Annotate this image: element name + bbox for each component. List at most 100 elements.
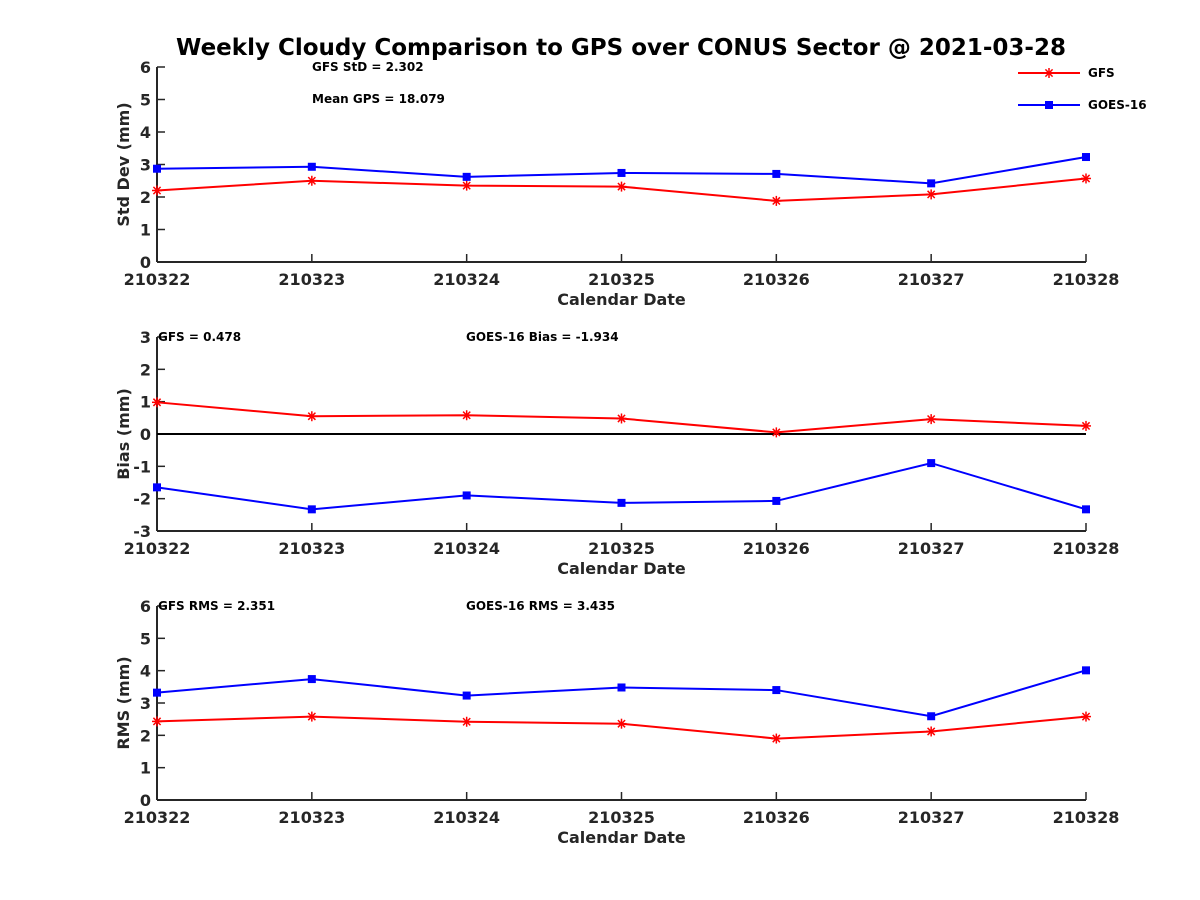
stat-annotation: GFS = 0.478 <box>158 330 241 344</box>
data-point-goes-16 <box>462 691 471 700</box>
stat-annotation: GFS StD = 2.302 <box>312 60 424 74</box>
data-point-goes-16 <box>153 688 161 697</box>
series-goes-16 <box>153 459 1090 514</box>
data-point-gfs <box>771 427 782 438</box>
data-point-gfs <box>152 716 162 727</box>
data-point-goes-16 <box>617 498 626 507</box>
legend-item-gfs: GFS <box>1018 66 1115 80</box>
data-point-gfs <box>771 195 782 206</box>
y-tick-label: 0 <box>140 253 151 272</box>
x-tick-label: 210327 <box>898 270 965 289</box>
data-point-gfs <box>771 733 782 744</box>
x-axis-label: Calendar Date <box>557 828 686 847</box>
y-tick-label: 4 <box>140 662 151 681</box>
figure-title: Weekly Cloudy Comparison to GPS over CON… <box>176 35 1066 61</box>
data-point-goes-16 <box>307 505 316 514</box>
data-point-goes-16 <box>927 712 936 721</box>
data-point-gfs <box>306 175 317 186</box>
series-gfs <box>152 173 1091 206</box>
x-tick-label: 210324 <box>433 270 500 289</box>
y-axis-label: Bias (mm) <box>114 388 133 480</box>
data-point-gfs <box>152 397 162 408</box>
data-point-goes-16 <box>617 168 626 177</box>
y-tick-label: 0 <box>140 425 151 444</box>
data-point-gfs <box>306 411 317 422</box>
data-point-goes-16 <box>772 496 781 505</box>
x-tick-label: 210327 <box>898 808 965 827</box>
x-tick-label: 210325 <box>588 808 655 827</box>
y-tick-label: 1 <box>140 759 151 778</box>
x-tick-label: 210328 <box>1053 539 1120 558</box>
x-axis-label: Calendar Date <box>557 290 686 309</box>
data-point-gfs <box>1081 420 1091 431</box>
y-tick-label: -2 <box>133 490 151 509</box>
data-point-gfs <box>616 718 627 729</box>
y-tick-label: 4 <box>140 123 151 142</box>
data-point-gfs <box>152 185 162 196</box>
data-point-goes-16 <box>772 169 781 178</box>
legend-gfs-marker <box>1044 68 1054 78</box>
legend-item-goes16: GOES-16 <box>1018 98 1147 112</box>
data-point-goes-16 <box>1082 666 1090 675</box>
data-point-goes-16 <box>927 179 936 188</box>
data-point-goes-16 <box>307 675 316 684</box>
x-tick-label: 210325 <box>588 270 655 289</box>
data-point-goes-16 <box>1082 505 1090 514</box>
y-tick-label: 5 <box>140 91 151 110</box>
x-tick-label: 210326 <box>743 270 810 289</box>
data-point-gfs <box>461 716 472 727</box>
series-goes-16 <box>153 666 1090 721</box>
stat-annotation: Mean GPS = 18.079 <box>312 92 445 106</box>
x-tick-label: 210323 <box>278 808 345 827</box>
data-point-goes-16 <box>153 164 161 173</box>
x-axis-label: Calendar Date <box>557 559 686 578</box>
x-tick-label: 210325 <box>588 539 655 558</box>
panel-bias-mm: -3 -2 -1 0 1 2 3 210322 210323 210324 210325 210326… <box>114 328 1119 578</box>
y-tick-label: 1 <box>140 221 151 240</box>
data-point-goes-16 <box>462 491 471 500</box>
data-point-goes-16 <box>927 459 936 468</box>
data-point-goes-16 <box>153 483 161 492</box>
x-tick-label: 210323 <box>278 270 345 289</box>
x-tick-label: 210322 <box>124 270 191 289</box>
data-point-gfs <box>1081 711 1091 722</box>
panel-std-dev-mm: 0 1 2 3 4 5 6 210322 210323 210324 210325 210326 210… <box>114 58 1119 309</box>
x-tick-label: 210328 <box>1053 270 1120 289</box>
data-point-gfs <box>926 414 937 425</box>
x-tick-label: 210324 <box>433 539 500 558</box>
y-tick-label: 2 <box>140 726 151 745</box>
y-tick-label: 0 <box>140 791 151 810</box>
legend-goes16-marker <box>1045 101 1053 109</box>
x-tick-label: 210327 <box>898 539 965 558</box>
data-point-gfs <box>926 726 937 737</box>
x-tick-label: 210322 <box>124 808 191 827</box>
y-tick-label: 6 <box>140 58 151 77</box>
series-line-goes-16 <box>156 669 1087 718</box>
stat-annotation: GOES-16 RMS = 3.435 <box>466 599 615 613</box>
x-tick-label: 210328 <box>1053 808 1120 827</box>
series-goes-16 <box>153 153 1090 188</box>
x-tick-label: 210323 <box>278 539 345 558</box>
stat-annotation: GOES-16 Bias = -1.934 <box>466 330 619 344</box>
data-point-gfs <box>616 181 627 192</box>
data-point-gfs <box>461 410 472 421</box>
data-point-goes-16 <box>617 683 626 692</box>
y-tick-label: -1 <box>133 457 151 476</box>
stat-annotation: GFS RMS = 2.351 <box>158 599 275 613</box>
legend-goes16-square <box>1045 101 1053 109</box>
panel-rms-mm: 0 1 2 3 4 5 6 210322 210323 210324 210325 210326 210… <box>114 597 1119 847</box>
data-point-gfs <box>461 180 472 191</box>
data-point-goes-16 <box>772 686 781 695</box>
y-tick-label: 3 <box>140 156 151 175</box>
series-gfs <box>152 711 1091 744</box>
legend-goes16-label: GOES-16 <box>1088 98 1147 112</box>
legend: GFS GOES-16 <box>1018 66 1147 112</box>
data-point-gfs <box>926 189 937 200</box>
y-axis-label: Std Dev (mm) <box>114 102 133 226</box>
x-tick-label: 210322 <box>124 539 191 558</box>
y-tick-label: 3 <box>140 328 151 347</box>
legend-gfs-asterisk <box>1044 68 1054 78</box>
x-tick-label: 210326 <box>743 539 810 558</box>
data-point-goes-16 <box>307 162 316 171</box>
